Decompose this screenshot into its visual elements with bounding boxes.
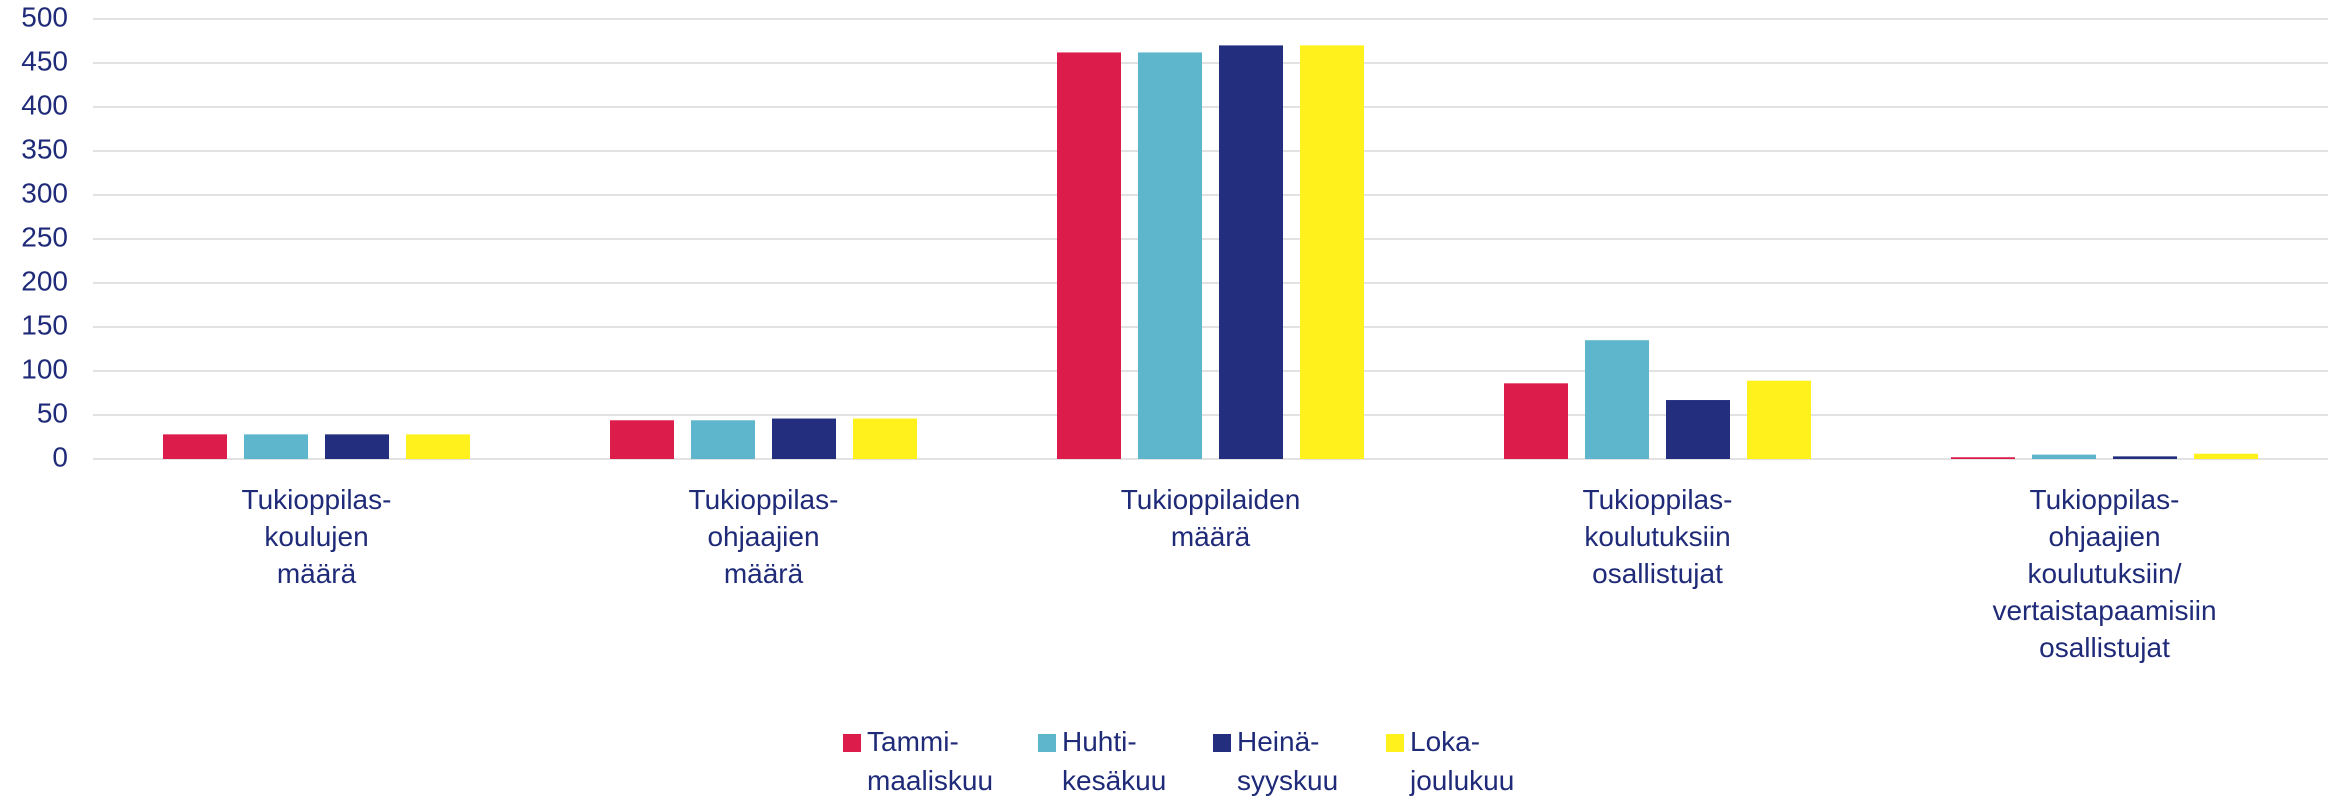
y-tick-label: 450 [21, 45, 68, 76]
bar [2113, 456, 2177, 459]
x-tick-label: Tukioppilaiden määrä [1121, 484, 1301, 552]
bar [325, 434, 389, 459]
bar [1504, 383, 1568, 459]
bar [2032, 454, 2096, 459]
bar [1585, 340, 1649, 459]
bar [1219, 45, 1283, 460]
x-tick-label: Tukioppilas-ohjaajien koulutuksiin/vertai… [1992, 484, 2216, 663]
y-tick-label: 0 [52, 441, 68, 472]
legend-label: Tammi-maaliskuu [867, 726, 993, 796]
y-tick-label: 100 [21, 353, 68, 384]
y-tick-label: 400 [21, 89, 68, 120]
legend-swatch [1386, 734, 1404, 752]
bar [772, 418, 836, 459]
bar [1138, 52, 1202, 459]
bar [2194, 453, 2258, 459]
bar [853, 418, 917, 459]
y-tick-label: 350 [21, 133, 68, 164]
y-tick-label: 250 [21, 221, 68, 252]
legend-swatch [1213, 734, 1231, 752]
x-tick-label: Tukioppilas-koulutuksiin osallistujat [1583, 484, 1733, 589]
y-tick-label: 200 [21, 265, 68, 296]
y-tick-label: 50 [37, 397, 68, 428]
x-tick-label: Tukioppilas-koulujen määrä [242, 484, 392, 589]
bar [1300, 45, 1364, 460]
y-tick-label: 300 [21, 177, 68, 208]
bar [163, 434, 227, 459]
bar [691, 420, 755, 459]
bar [1747, 380, 1811, 459]
x-tick-label: Tukioppilas-ohjaajien määrä [689, 484, 839, 589]
legend-label: Loka-joulukuu [1409, 726, 1514, 796]
y-tick-label: 500 [21, 1, 68, 32]
bar [1666, 400, 1730, 459]
bar [406, 434, 470, 459]
bar [1057, 52, 1121, 459]
bar [1951, 457, 2015, 459]
bar [244, 434, 308, 459]
legend-label: Huhti-kesäkuu [1062, 726, 1166, 796]
bar [610, 420, 674, 459]
legend-swatch [1038, 734, 1056, 752]
legend-swatch [843, 734, 861, 752]
legend-label: Heinä-syyskuu [1237, 726, 1338, 796]
y-tick-label: 150 [21, 309, 68, 340]
